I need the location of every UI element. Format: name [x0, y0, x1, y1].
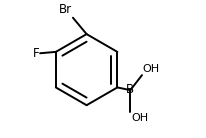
- Text: F: F: [33, 47, 39, 60]
- Text: OH: OH: [131, 113, 148, 123]
- Text: B: B: [126, 83, 135, 96]
- Text: Br: Br: [59, 3, 72, 16]
- Text: OH: OH: [143, 64, 160, 74]
